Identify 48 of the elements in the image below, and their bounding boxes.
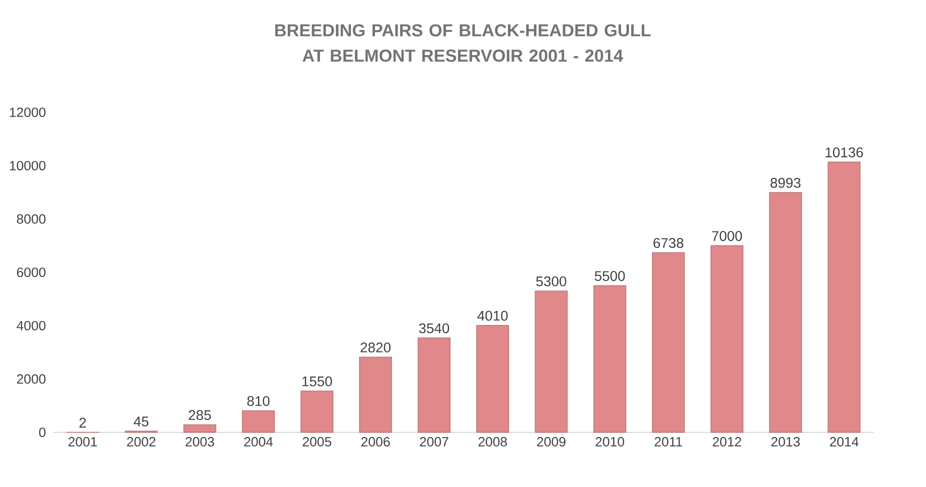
bar: [183, 424, 216, 433]
y-tick-label: 4000: [16, 320, 46, 330]
x-tick-label: 2008: [478, 437, 507, 446]
x-tick-label: 2014: [830, 437, 859, 446]
data-label: 10136: [826, 147, 863, 158]
x-tick-label: 2006: [361, 437, 390, 446]
bar: [593, 285, 626, 433]
bar: [534, 290, 568, 433]
bar: [418, 338, 450, 433]
y-tick-label: 12000: [10, 108, 46, 118]
x-tick-label: 2013: [771, 437, 800, 446]
data-label: 5300: [536, 276, 566, 286]
x-tick-label: 2007: [420, 437, 448, 446]
x-tick-label: 2001: [68, 437, 97, 446]
y-tick-label: 6000: [17, 268, 46, 278]
data-label: 4010: [477, 310, 508, 321]
x-tick-label: 2004: [244, 437, 273, 446]
x-tick-label: 2009: [537, 437, 566, 446]
bar: [242, 410, 275, 433]
x-tick-label: 2003: [186, 437, 214, 446]
bar: [300, 390, 334, 433]
y-tick-label: 2000: [17, 374, 46, 384]
y-tick-label: 8000: [16, 214, 46, 224]
data-label: 6738: [654, 238, 684, 248]
data-label: 45: [134, 416, 148, 426]
data-label: 1550: [302, 376, 332, 386]
data-label: 7000: [712, 231, 742, 241]
data-label: 5500: [594, 271, 625, 281]
x-tick-label: 2012: [712, 437, 742, 446]
data-label: 285: [188, 410, 211, 420]
bar: [769, 192, 802, 433]
data-label: 2: [79, 418, 86, 428]
chart-title: BREEDING PAIRS OF BLACK-HEADED GULL AT BELMONT RESERVOIR 2001 - 2014: [275, 24, 651, 62]
bar: [710, 245, 744, 433]
x-tick-label: 2002: [127, 437, 156, 446]
bar: [476, 325, 510, 433]
bar: [652, 252, 685, 433]
bar: [359, 356, 392, 433]
x-tick-label: 2011: [654, 437, 682, 446]
data-label: 8993: [770, 178, 800, 188]
x-tick-label: 2010: [596, 437, 624, 446]
y-tick-label: 10000: [10, 160, 46, 170]
data-label: 3540: [419, 323, 450, 334]
bar: [828, 162, 860, 433]
x-tick-label: 2005: [302, 437, 332, 446]
data-label: 810: [247, 396, 270, 406]
y-tick-label: 0: [39, 428, 46, 438]
data-label: 2820: [360, 342, 391, 352]
